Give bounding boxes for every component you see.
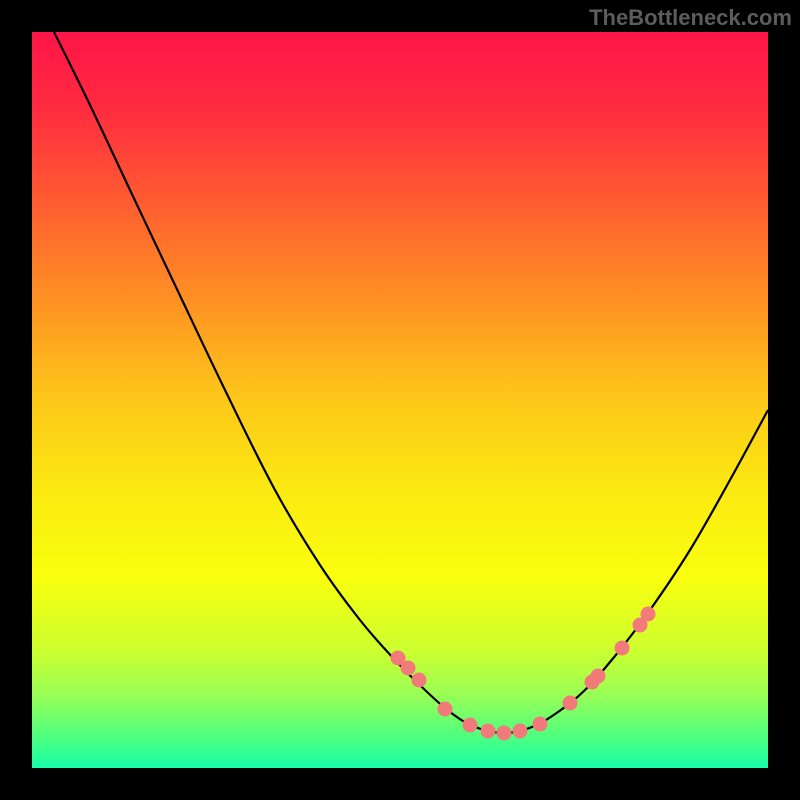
data-marker	[401, 661, 416, 676]
data-marker	[463, 718, 478, 733]
chart-svg	[0, 0, 800, 800]
data-marker	[513, 724, 528, 739]
data-marker	[438, 702, 453, 717]
data-marker	[591, 669, 606, 684]
chart-container: TheBottleneck.com	[0, 0, 800, 800]
data-marker	[497, 726, 512, 741]
data-marker	[481, 724, 496, 739]
data-marker	[641, 607, 656, 622]
data-marker	[412, 673, 427, 688]
watermark-text: TheBottleneck.com	[589, 5, 792, 31]
data-marker	[533, 717, 548, 732]
data-marker	[615, 641, 630, 656]
data-marker	[563, 696, 578, 711]
